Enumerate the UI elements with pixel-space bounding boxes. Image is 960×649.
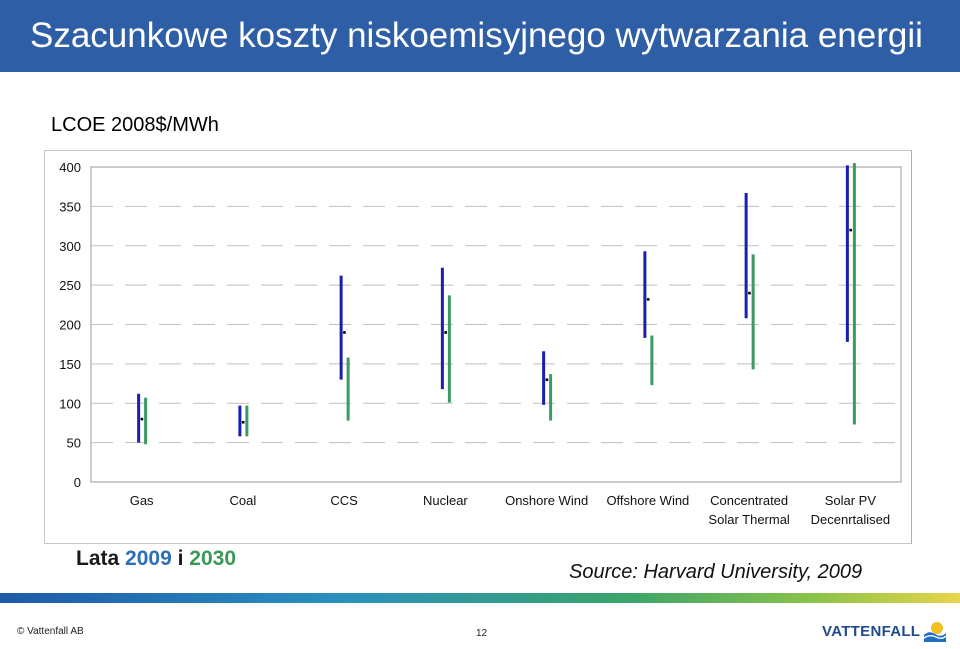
legend-prefix: Lata: [76, 547, 120, 570]
midpoint-marker-2009: [646, 298, 650, 301]
legend-year-2009: 2009: [125, 547, 172, 570]
logo-text: VATTENFALL: [822, 622, 921, 640]
y-tick-label: 100: [59, 396, 81, 411]
y-tick-label: 200: [59, 318, 81, 333]
y-tick-label: 300: [59, 239, 81, 254]
x-category-label: CCS: [330, 493, 358, 508]
legend-year-2030: 2030: [189, 547, 236, 570]
x-category-label: Decenrtalised: [811, 512, 891, 527]
legend-join: i: [177, 547, 184, 570]
x-category-label: Solar PV: [825, 493, 877, 508]
x-category-label: Concentrated: [710, 493, 788, 508]
y-tick-label: 150: [59, 357, 81, 372]
x-category-label: Solar Thermal: [708, 512, 790, 527]
midpoint-marker-2009: [343, 331, 346, 334]
y-tick-label: 50: [67, 436, 81, 451]
vattenfall-logo: VATTENFALL: [822, 620, 947, 642]
x-category-label: Coal: [230, 493, 257, 508]
y-tick-label: 400: [59, 160, 81, 175]
y-tick-label: 350: [59, 199, 81, 214]
midpoint-marker-2009: [545, 378, 549, 382]
x-category-label: Gas: [130, 493, 154, 508]
chart-frame: [44, 150, 912, 544]
midpoint-marker-2009: [849, 228, 852, 232]
midpoint-marker-2009: [444, 331, 447, 334]
sun-wave-icon: [923, 622, 947, 642]
y-tick-label: 250: [59, 278, 81, 293]
footer-copyright: © Vattenfall AB: [17, 626, 84, 637]
title-bar: Szacunkowe koszty niskoemisyjnego wytwar…: [0, 0, 960, 72]
x-category-label: Nuclear: [423, 493, 468, 508]
page-title: Szacunkowe koszty niskoemisyjnego wytwar…: [30, 16, 923, 55]
midpoint-marker-2009: [140, 417, 144, 421]
legend-note: Lata 2009 i 2030: [76, 547, 236, 571]
x-category-label: Offshore Wind: [606, 493, 689, 508]
footer-gradient-bar: [0, 593, 960, 603]
midpoint-marker-2009: [748, 291, 751, 295]
midpoint-marker-2009: [241, 420, 245, 424]
chart-unit-label: LCOE 2008$/MWh: [51, 114, 219, 136]
y-tick-label: 0: [74, 475, 81, 490]
source-note: Source: Harvard University, 2009: [569, 561, 863, 583]
page-number: 12: [476, 628, 488, 639]
x-category-label: Onshore Wind: [505, 493, 588, 508]
